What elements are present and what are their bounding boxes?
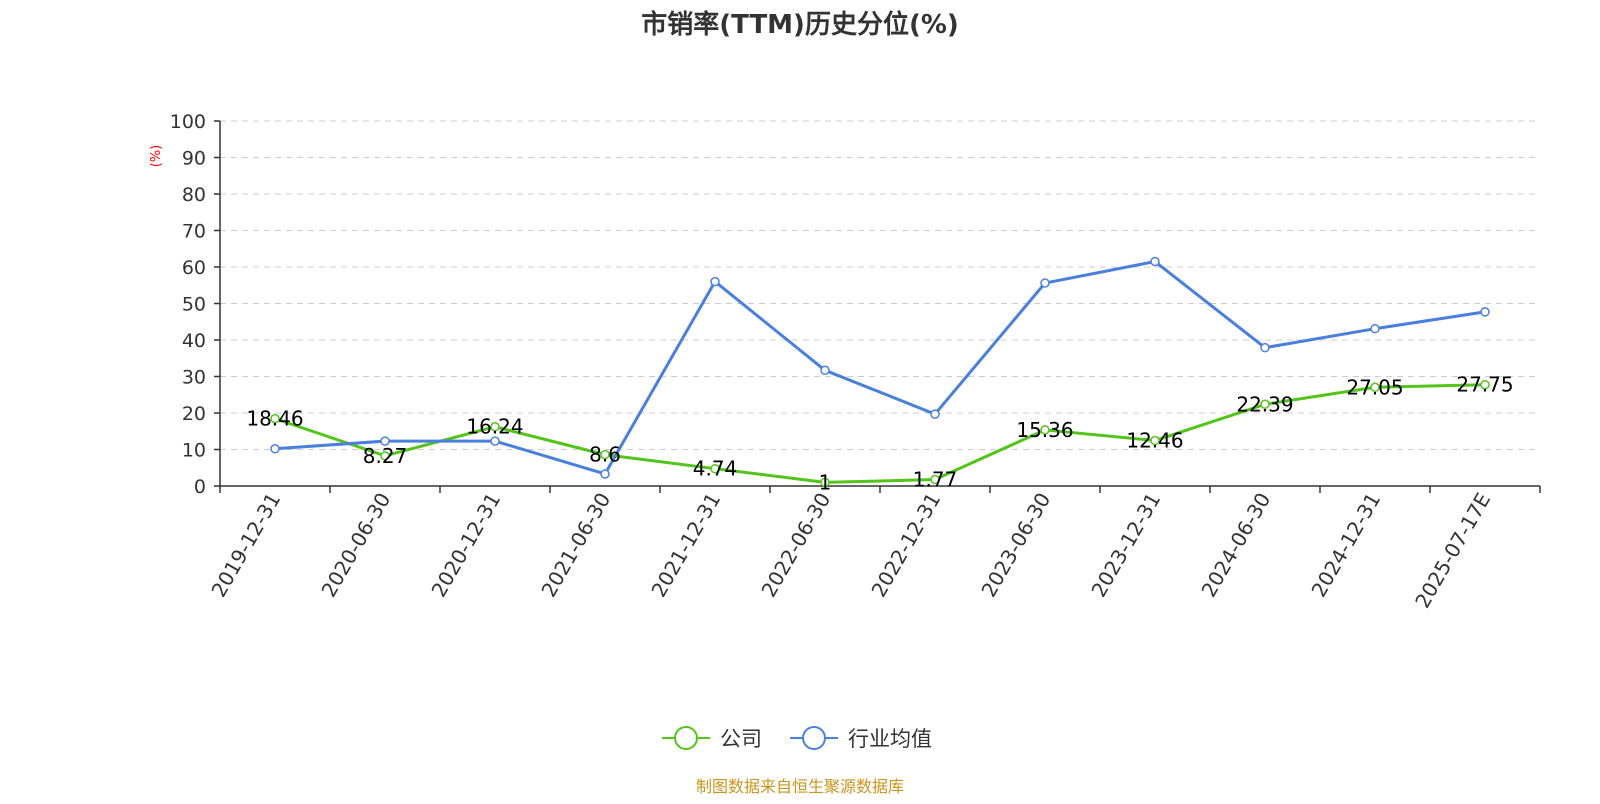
data-label: 1.77 bbox=[913, 468, 958, 492]
x-tick-label: 2025-07-17E bbox=[1410, 489, 1495, 613]
data-label: 8.6 bbox=[589, 443, 621, 467]
x-tick-label: 2021-06-30 bbox=[536, 489, 615, 602]
data-point[interactable] bbox=[1040, 278, 1050, 288]
series-line-0 bbox=[274, 383, 1486, 484]
x-tick-label: 2022-12-31 bbox=[866, 489, 945, 602]
chart-title: 市销率(TTM)历史分位(%) bbox=[641, 9, 959, 40]
x-tick-label: 2019-12-31 bbox=[206, 489, 285, 602]
data-point[interactable] bbox=[930, 409, 940, 419]
legend[interactable]: 公司 行业均值 bbox=[662, 726, 932, 751]
data-point[interactable] bbox=[1040, 425, 1050, 435]
x-tick-label: 2024-12-31 bbox=[1306, 489, 1385, 602]
y-tick-label: 40 bbox=[182, 330, 206, 352]
data-point[interactable] bbox=[1480, 379, 1490, 390]
data-label: 27.05 bbox=[1346, 375, 1403, 399]
legend-item-industry-average[interactable]: 行业均值 bbox=[790, 726, 932, 751]
data-label: 16.24 bbox=[466, 415, 523, 439]
y-tick-label: 30 bbox=[182, 367, 206, 389]
y-axis-label: (%) bbox=[149, 145, 164, 168]
x-tick-label: 2022-06-30 bbox=[756, 489, 835, 602]
y-tick-label: 50 bbox=[182, 294, 206, 316]
data-point[interactable] bbox=[270, 444, 280, 454]
data-point[interactable] bbox=[1260, 399, 1270, 410]
series-line-1 bbox=[274, 260, 1486, 476]
y-tick-label: 100 bbox=[170, 111, 206, 133]
data-point[interactable] bbox=[1370, 323, 1380, 334]
y-tick-label: 10 bbox=[182, 440, 206, 462]
data-point[interactable] bbox=[710, 276, 720, 287]
data-point[interactable] bbox=[930, 474, 940, 485]
data-point[interactable] bbox=[380, 451, 390, 461]
data-point[interactable] bbox=[1480, 307, 1490, 317]
data-label: 1 bbox=[819, 470, 832, 494]
y-tick-label: 0 bbox=[194, 476, 206, 498]
legend-marker-company bbox=[674, 726, 698, 750]
y-tick-label: 70 bbox=[182, 221, 206, 243]
gridlines bbox=[220, 120, 1540, 450]
x-tick-label: 2020-12-31 bbox=[426, 489, 505, 602]
legend-marker-industry-average bbox=[802, 726, 826, 750]
y-tick-label: 90 bbox=[182, 148, 206, 170]
data-point[interactable] bbox=[600, 469, 610, 479]
x-tick-label: 2021-12-31 bbox=[646, 489, 725, 602]
x-tick-label: 2023-06-30 bbox=[976, 489, 1055, 602]
data-label: 27.75 bbox=[1456, 373, 1513, 397]
data-label: 4.74 bbox=[693, 457, 738, 481]
data-point[interactable] bbox=[820, 365, 830, 376]
data-label: 18.46 bbox=[246, 407, 303, 431]
data-point[interactable] bbox=[490, 421, 500, 432]
source-note: 制图数据来自恒生聚源数据库 bbox=[696, 777, 904, 796]
y-tick-label: 80 bbox=[182, 184, 206, 206]
data-point[interactable] bbox=[1150, 435, 1160, 446]
data-point[interactable] bbox=[490, 436, 500, 446]
legend-label-industry-average: 行业均值 bbox=[848, 727, 932, 751]
data-point[interactable] bbox=[1260, 342, 1270, 353]
legend-label-company: 公司 bbox=[720, 727, 762, 751]
data-label: 15.36 bbox=[1016, 418, 1073, 442]
data-label: 8.27 bbox=[363, 444, 408, 468]
y-tick-label: 60 bbox=[182, 257, 206, 279]
data-point[interactable] bbox=[710, 463, 720, 474]
legend-item-company[interactable]: 公司 bbox=[662, 726, 762, 751]
x-tick-label: 2020-06-30 bbox=[316, 489, 395, 602]
axes: 0 10 20 30 40 50 60 70 80 90 100 2019-12-31 2020-06-… bbox=[170, 111, 1541, 613]
data-point[interactable] bbox=[1370, 382, 1380, 393]
data-label: 22.39 bbox=[1236, 392, 1293, 416]
y-tick-label: 20 bbox=[182, 403, 206, 425]
x-tick-label: 2023-12-31 bbox=[1086, 489, 1165, 602]
data-label: 12.46 bbox=[1126, 429, 1183, 453]
data-point[interactable] bbox=[820, 477, 830, 488]
data-point[interactable] bbox=[600, 449, 610, 460]
series-lines bbox=[270, 256, 1490, 488]
data-labels: 18.46 8.27 16.24 8.6 4.74 1 1.77 15.36 12.46 22.3… bbox=[246, 373, 1513, 495]
data-point[interactable] bbox=[1150, 256, 1160, 267]
data-point[interactable] bbox=[270, 413, 280, 424]
data-point[interactable] bbox=[380, 436, 390, 446]
x-tick-label: 2024-06-30 bbox=[1196, 489, 1275, 602]
